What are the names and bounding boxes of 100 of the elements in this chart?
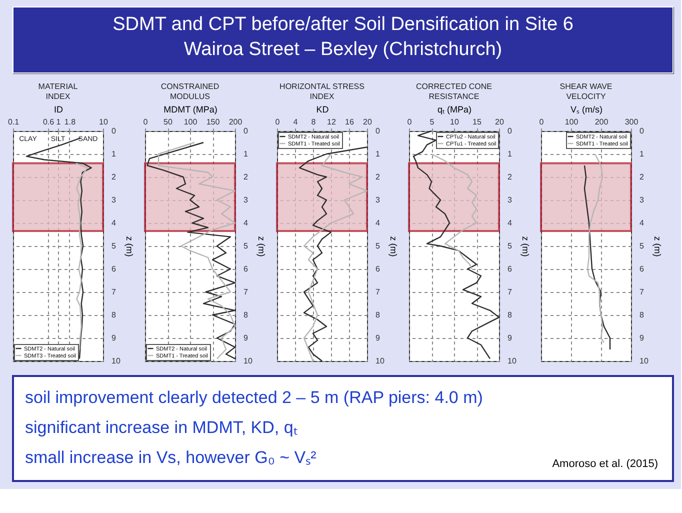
y-tick-label: 2 <box>112 172 116 182</box>
chart-title: SHEAR WAVE VELOCITY <box>560 82 612 101</box>
x-tick-label: 0 <box>539 118 544 126</box>
y-tick-label: 1 <box>376 150 380 158</box>
line-series <box>430 153 478 270</box>
y-tick-label: 9 <box>112 334 116 342</box>
x-tick-label: 100 <box>184 118 198 126</box>
y-tick-label: 6 <box>508 264 512 274</box>
x-tick-label: 5 <box>430 118 435 126</box>
x-axis-title: MDMT (MPa) <box>164 104 218 114</box>
y-tick-label: 10 <box>640 356 649 366</box>
x-tick-label: 200 <box>594 118 609 126</box>
x-tick-label: 300 <box>624 118 639 126</box>
y-tick-label: 4 <box>640 218 644 228</box>
x-tick-label: 0.1 <box>8 118 20 126</box>
x-tick-label: 20 <box>363 118 372 126</box>
y-tick-label: 4 <box>244 218 248 228</box>
x-tick-label: 100 <box>564 118 579 126</box>
text: SDMT and CPT before/after Soil Densification in Site 6 Wairoa Street – Bexley (Christchurch) <box>112 14 574 60</box>
x-tick-label: 10 <box>450 118 460 126</box>
y-tick-label: 3 <box>376 196 380 204</box>
y-tick-label: 6 <box>112 264 116 274</box>
text: soil improvement clearly detected 2 – 5 m (RAP piers: 4.0 m) <box>25 388 483 407</box>
x-axis-title: ID <box>54 104 64 114</box>
line-series <box>412 130 500 360</box>
x-tick-label: 16 <box>345 118 354 126</box>
x-tick-label: 0.6 <box>42 118 55 126</box>
y-tick-label: 3 <box>112 196 116 204</box>
y-tick-label: 8 <box>640 310 644 320</box>
y-tick-label: 5 <box>508 242 512 250</box>
y-tick-label: 0 <box>376 126 380 136</box>
y-tick-label: 2 <box>640 172 644 182</box>
y-tick-label: 7 <box>640 288 644 296</box>
y-axis-title: z (m) <box>520 236 530 257</box>
x-tick-label: 8 <box>311 118 316 126</box>
y-tick-label: 4 <box>508 218 512 228</box>
y-tick-label: 0 <box>640 126 644 136</box>
x-tick-label: 10 <box>99 118 108 126</box>
y-tick-label: 3 <box>244 196 248 204</box>
y-tick-label: 7 <box>508 288 512 296</box>
y-tick-label: 7 <box>244 288 248 296</box>
y-tick-label: 2 <box>376 172 380 182</box>
y-tick-label: 8 <box>508 310 512 320</box>
y-tick-label: 4 <box>376 218 380 228</box>
chart-title: CORRECTED CONE RESISTANCE <box>416 82 492 101</box>
y-tick-label: 5 <box>376 242 380 250</box>
text: Amoroso et al. (2015) <box>552 458 658 470</box>
y-tick-label: 9 <box>376 334 380 342</box>
y-tick-label: 8 <box>244 310 248 320</box>
chart-title: MATERIAL INDEX <box>38 82 78 101</box>
chart-title: HORIZONTAL STRESS INDEX <box>280 82 364 101</box>
x-tick-label: 200 <box>228 118 243 126</box>
y-tick-label: 1 <box>640 150 644 158</box>
y-axis-title: z (m) <box>652 236 662 257</box>
y-tick-label: 6 <box>376 264 380 274</box>
y-tick-label: 9 <box>640 334 644 342</box>
x-tick-label: 1.8 <box>64 118 76 126</box>
y-axis-title: z (m) <box>388 236 398 257</box>
y-tick-label: 3 <box>508 196 512 204</box>
y-axis-title: z (m) <box>124 236 134 257</box>
chart-title: CONSTRAINED MODULUS <box>160 82 220 101</box>
y-tick-label: 5 <box>244 242 248 250</box>
line-series <box>586 153 605 344</box>
y-tick-label: 10 <box>508 356 517 366</box>
text: significant increase in MDMT, KD, qₜ <box>25 418 298 437</box>
y-tick-label: 2 <box>508 172 512 182</box>
x-axis-title: KD <box>316 104 330 114</box>
y-tick-label: 4 <box>112 218 116 228</box>
y-tick-label: 3 <box>640 196 644 204</box>
y-axis-title: z (m) <box>256 236 266 257</box>
y-tick-label: 10 <box>244 356 253 366</box>
y-tick-label: 6 <box>244 264 248 274</box>
y-tick-label: 0 <box>112 126 116 136</box>
x-tick-label: 20 <box>495 118 504 126</box>
x-axis-title: qₜ (MPa) <box>437 104 472 114</box>
x-tick-label: 0 <box>407 118 412 126</box>
x-tick-label: 0 <box>275 118 280 126</box>
x-axis-title: Vₛ (m/s) <box>570 104 602 114</box>
text: small increase in Vs, however G₀ ~ Vₛ² <box>25 448 317 467</box>
x-tick-label: 150 <box>206 118 220 126</box>
y-tick-label: 1 <box>244 150 248 158</box>
x-tick-label: 12 <box>327 118 336 126</box>
y-tick-label: 8 <box>376 310 380 320</box>
y-tick-label: 7 <box>376 288 380 296</box>
y-tick-label: 2 <box>244 172 248 182</box>
x-tick-label: 4 <box>293 118 298 126</box>
y-tick-label: 9 <box>508 334 512 342</box>
x-tick-label: 1 <box>56 118 62 126</box>
y-tick-label: 7 <box>112 288 116 296</box>
y-tick-label: 0 <box>508 126 512 136</box>
y-tick-label: 0 <box>244 126 248 136</box>
y-tick-label: 10 <box>376 356 385 366</box>
line-series <box>584 164 611 350</box>
x-tick-label: 15 <box>472 118 482 126</box>
y-tick-label: 9 <box>244 334 248 342</box>
y-tick-label: 1 <box>112 150 116 158</box>
y-tick-label: 5 <box>112 242 116 250</box>
x-tick-label: 50 <box>164 118 173 126</box>
y-tick-label: 5 <box>640 242 644 250</box>
y-tick-label: 10 <box>112 356 121 366</box>
